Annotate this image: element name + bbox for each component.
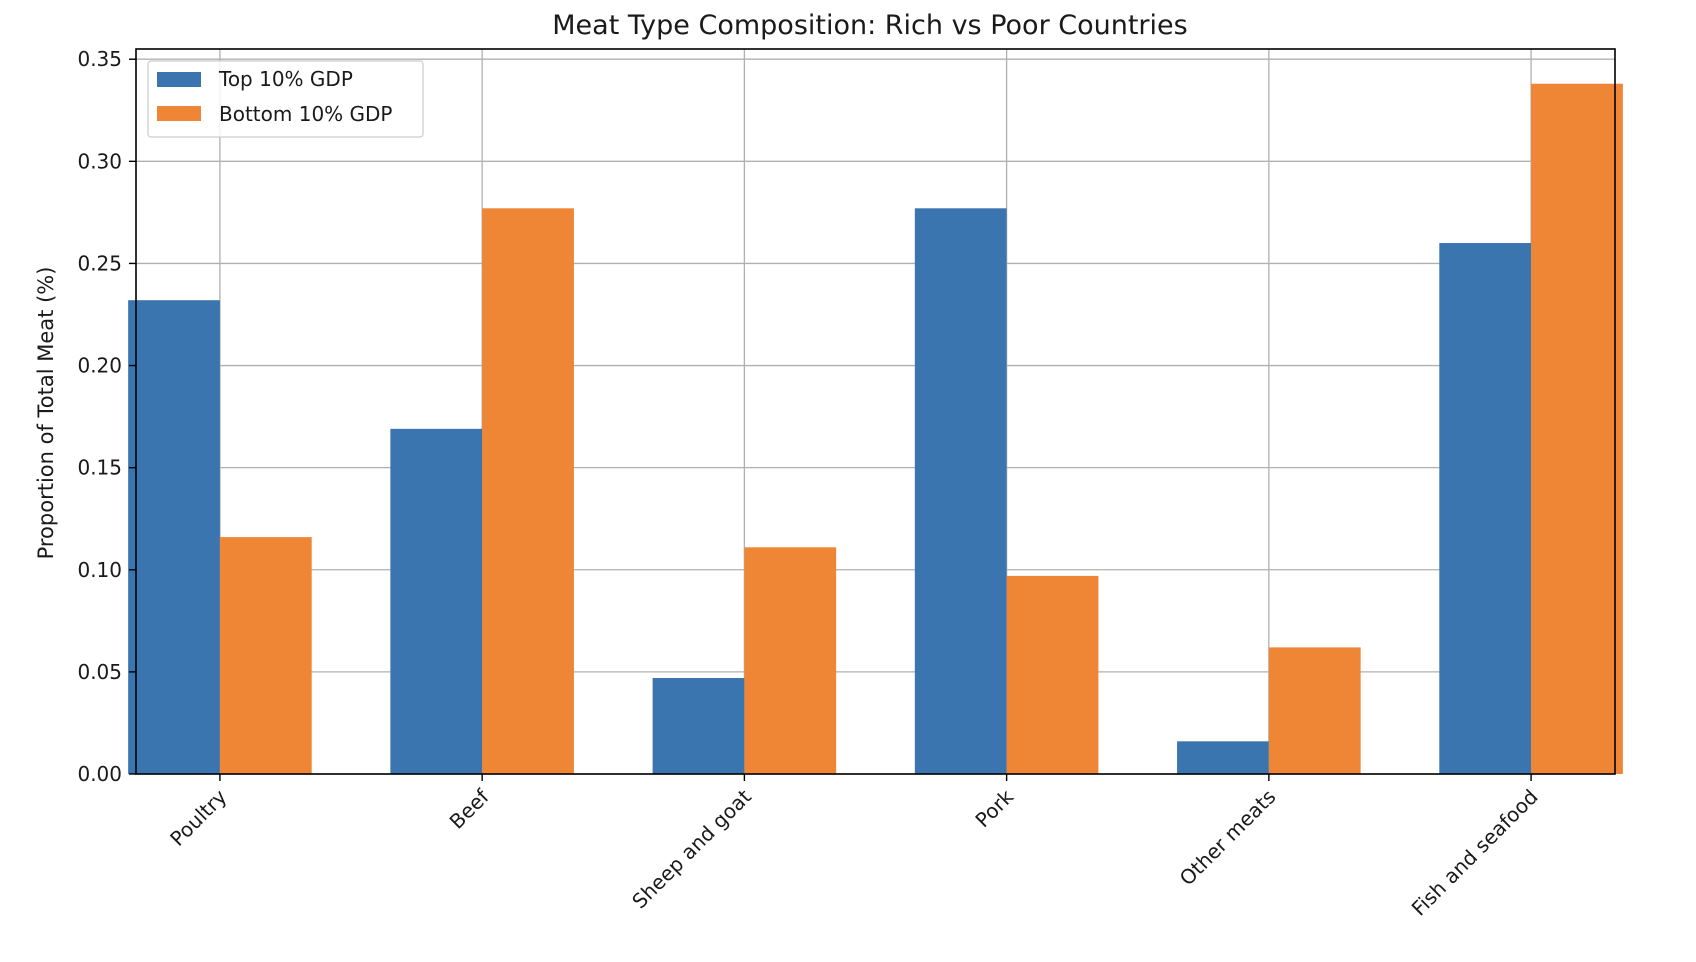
x-tick-label: Beef	[445, 784, 495, 834]
bar-top-pork	[914, 208, 1007, 774]
bar-bottom-sheep-and-goat	[744, 547, 837, 774]
y-tick-label: 0.10	[77, 558, 122, 582]
bars	[128, 83, 1623, 774]
y-axis-label: Proportion of Total Meat (%)	[34, 267, 58, 560]
plot-frame	[135, 48, 1616, 775]
legend-label-bottom-10-gdp: Bottom 10% GDP	[219, 102, 393, 126]
x-axis-ticks: Poultry Beef Sheep and goat Pork Other meats…	[165, 774, 1543, 921]
bar-bottom-pork	[1006, 575, 1099, 774]
bar-top-beef	[390, 428, 483, 774]
bar-top-sheep-and-goat	[652, 678, 745, 774]
legend-label-top-10-gdp: Top 10% GDP	[218, 67, 353, 91]
y-tick-label: 0.30	[77, 149, 122, 173]
x-tick-label: Pork	[971, 784, 1019, 832]
y-axis-ticks: 0.00 0.05 0.10 0.15 0.20 0.25 0.30 0.35	[77, 47, 136, 786]
y-tick-label: 0.15	[77, 456, 122, 480]
legend-box	[147, 60, 424, 138]
chart-title: Meat Type Composition: Rich vs Poor Coun…	[552, 10, 1187, 41]
x-tick-label: Sheep and goat	[627, 784, 756, 913]
y-tick-label: 0.25	[77, 251, 122, 275]
legend-swatch-bottom-10-gdp	[157, 106, 201, 121]
bar-top-poultry	[128, 300, 220, 774]
x-tick-label: Other meats	[1175, 785, 1281, 891]
y-tick-label: 0.20	[77, 354, 122, 378]
y-tick-label: 0.35	[77, 47, 122, 71]
bar-bottom-beef	[482, 208, 574, 774]
x-tick-label: Fish and seafood	[1407, 785, 1543, 921]
y-tick-label: 0.00	[77, 762, 122, 786]
bar-bottom-fish-and-seafood	[1531, 83, 1623, 774]
grid-lines	[136, 49, 1615, 775]
legend-swatch-top-10-gdp	[157, 72, 201, 87]
legend: Top 10% GDP Bottom 10% GDP	[147, 60, 424, 138]
bar-bottom-other-meats	[1268, 647, 1361, 774]
y-tick-label: 0.05	[77, 660, 122, 684]
bar-top-other-meats	[1177, 741, 1269, 774]
x-tick-label: Poultry	[165, 784, 231, 850]
bar-top-fish-and-seafood	[1439, 243, 1532, 774]
bar-bottom-poultry	[219, 537, 312, 774]
